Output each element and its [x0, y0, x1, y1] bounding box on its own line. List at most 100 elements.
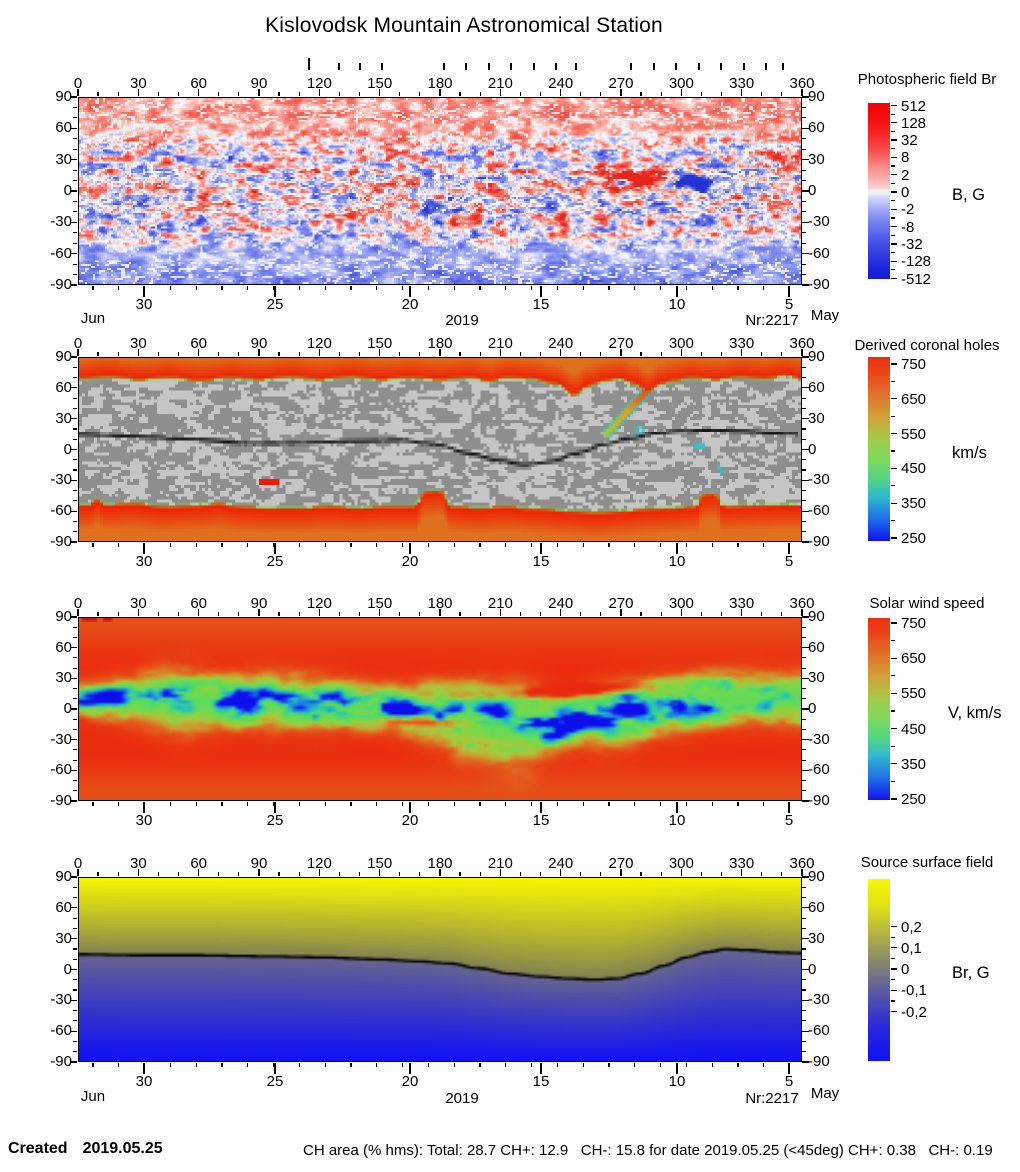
axis-tick: [73, 1010, 77, 1012]
axis-tick: [197, 608, 200, 616]
colorbar-minor-tick: [891, 200, 895, 202]
axis-tick: [802, 876, 810, 878]
axis-tick: [238, 872, 240, 876]
lat-tick-label: -60: [50, 761, 72, 779]
lat-tick-label: 90: [55, 348, 72, 365]
lon-tick-label: 360: [789, 75, 815, 92]
axis-tick: [69, 739, 77, 741]
date-tick-label: 10: [668, 812, 686, 829]
axis-tick: [117, 612, 119, 616]
colorbar-tick: [891, 798, 897, 800]
lon-tick-label: 210: [487, 595, 513, 612]
axis-tick: [157, 92, 160, 96]
axis-tick: [479, 612, 481, 616]
observation-tick: [443, 63, 445, 70]
lon-tick-label: 150: [367, 595, 393, 612]
date-tick-label: 15: [532, 812, 550, 829]
lat-tick-label: 60: [55, 898, 72, 916]
colorbar-minor-tick: [891, 148, 895, 150]
axis-tick: [258, 868, 260, 876]
lat-tick-label: -60: [50, 1022, 72, 1040]
day-tick: [221, 801, 223, 806]
lon-tick-label: 90: [250, 75, 268, 92]
axis-tick: [69, 159, 77, 161]
axis-tick: [640, 92, 642, 96]
axis-tick: [69, 677, 77, 679]
lat-tick-label: 60: [808, 638, 825, 656]
day-tick: [298, 1062, 300, 1067]
source-surface-field-canvas: [79, 878, 801, 1061]
axis-tick: [197, 868, 200, 876]
lat-tick-label: -30: [50, 991, 72, 1009]
axis-tick: [69, 1030, 77, 1032]
year-label: 2019: [445, 1090, 479, 1107]
axis-tick: [73, 948, 77, 950]
lat-tick-label: -90: [808, 792, 830, 809]
day-tick: [118, 542, 120, 547]
axis-tick: [97, 612, 99, 616]
axis-tick: [97, 872, 99, 876]
day-tick: [221, 285, 223, 290]
axis-tick: [802, 896, 806, 899]
day-tick: [634, 542, 636, 547]
date-major-tick: [788, 801, 790, 813]
colorbar-tick: [891, 156, 897, 159]
axis-tick: [802, 616, 810, 618]
axis-tick: [802, 159, 810, 161]
lon-tick-label: 0: [73, 855, 83, 872]
axis-tick: [802, 677, 810, 679]
axis-tick: [802, 428, 806, 430]
axis-tick: [802, 886, 806, 888]
axis-tick: [69, 448, 77, 451]
lat-tick-label: 0: [63, 182, 72, 199]
axis-tick: [69, 1061, 77, 1063]
axis-tick: [802, 397, 806, 399]
date-tick-label: 15: [532, 1073, 550, 1090]
axis-tick: [69, 284, 77, 286]
axis-tick: [802, 469, 806, 471]
day-tick: [582, 285, 584, 290]
date-tick-label: 5: [784, 296, 794, 313]
axis-tick: [802, 263, 806, 265]
lon-tick-label: 300: [668, 75, 694, 92]
axis-tick: [69, 647, 77, 649]
day-tick: [298, 285, 300, 290]
axis-tick: [802, 728, 806, 731]
colorbar-tick-label: -512: [901, 270, 932, 288]
created-stamp: Created 2019.05.25: [8, 1140, 163, 1158]
lon-tick-label: 240: [548, 335, 574, 352]
axis-tick: [258, 88, 260, 96]
axis-tick: [73, 1051, 77, 1053]
axis-tick: [600, 352, 602, 356]
axis-tick: [680, 348, 682, 356]
lat-tick-label: 60: [55, 119, 72, 137]
axis-tick: [439, 608, 441, 616]
day-tick: [660, 1062, 662, 1067]
lat-tick-label: 90: [55, 88, 72, 105]
lat-tick-label: -60: [808, 761, 830, 779]
day-tick: [660, 801, 662, 806]
axis-tick: [73, 698, 77, 700]
day-tick: [247, 285, 249, 290]
axis-tick: [559, 868, 562, 876]
coronal-holes-canvas: [79, 358, 801, 541]
axis-tick: [802, 938, 810, 940]
axis-tick: [802, 438, 806, 440]
date-tick-label: 20: [401, 553, 419, 570]
colorbar-tick-label: -8: [901, 218, 915, 236]
axis-tick: [802, 1030, 810, 1032]
created-date: 2019.05.25: [82, 1140, 163, 1157]
observation-tick: [555, 63, 557, 70]
axis-tick: [177, 872, 180, 876]
day-tick: [169, 542, 171, 547]
lat-tick-label: 0: [63, 700, 72, 717]
date-tick-label: 30: [135, 296, 153, 313]
axis-tick: [69, 999, 77, 1001]
observation-tick: [653, 63, 655, 70]
colorbar-tick-label: 0: [901, 184, 910, 201]
colorbar-minor-tick: [891, 165, 895, 167]
axis-tick: [802, 138, 806, 140]
colorbar-tick: [891, 363, 897, 365]
axis-tick: [802, 1061, 810, 1063]
colorbar-title-photospheric: Photospheric field Br: [857, 71, 997, 88]
